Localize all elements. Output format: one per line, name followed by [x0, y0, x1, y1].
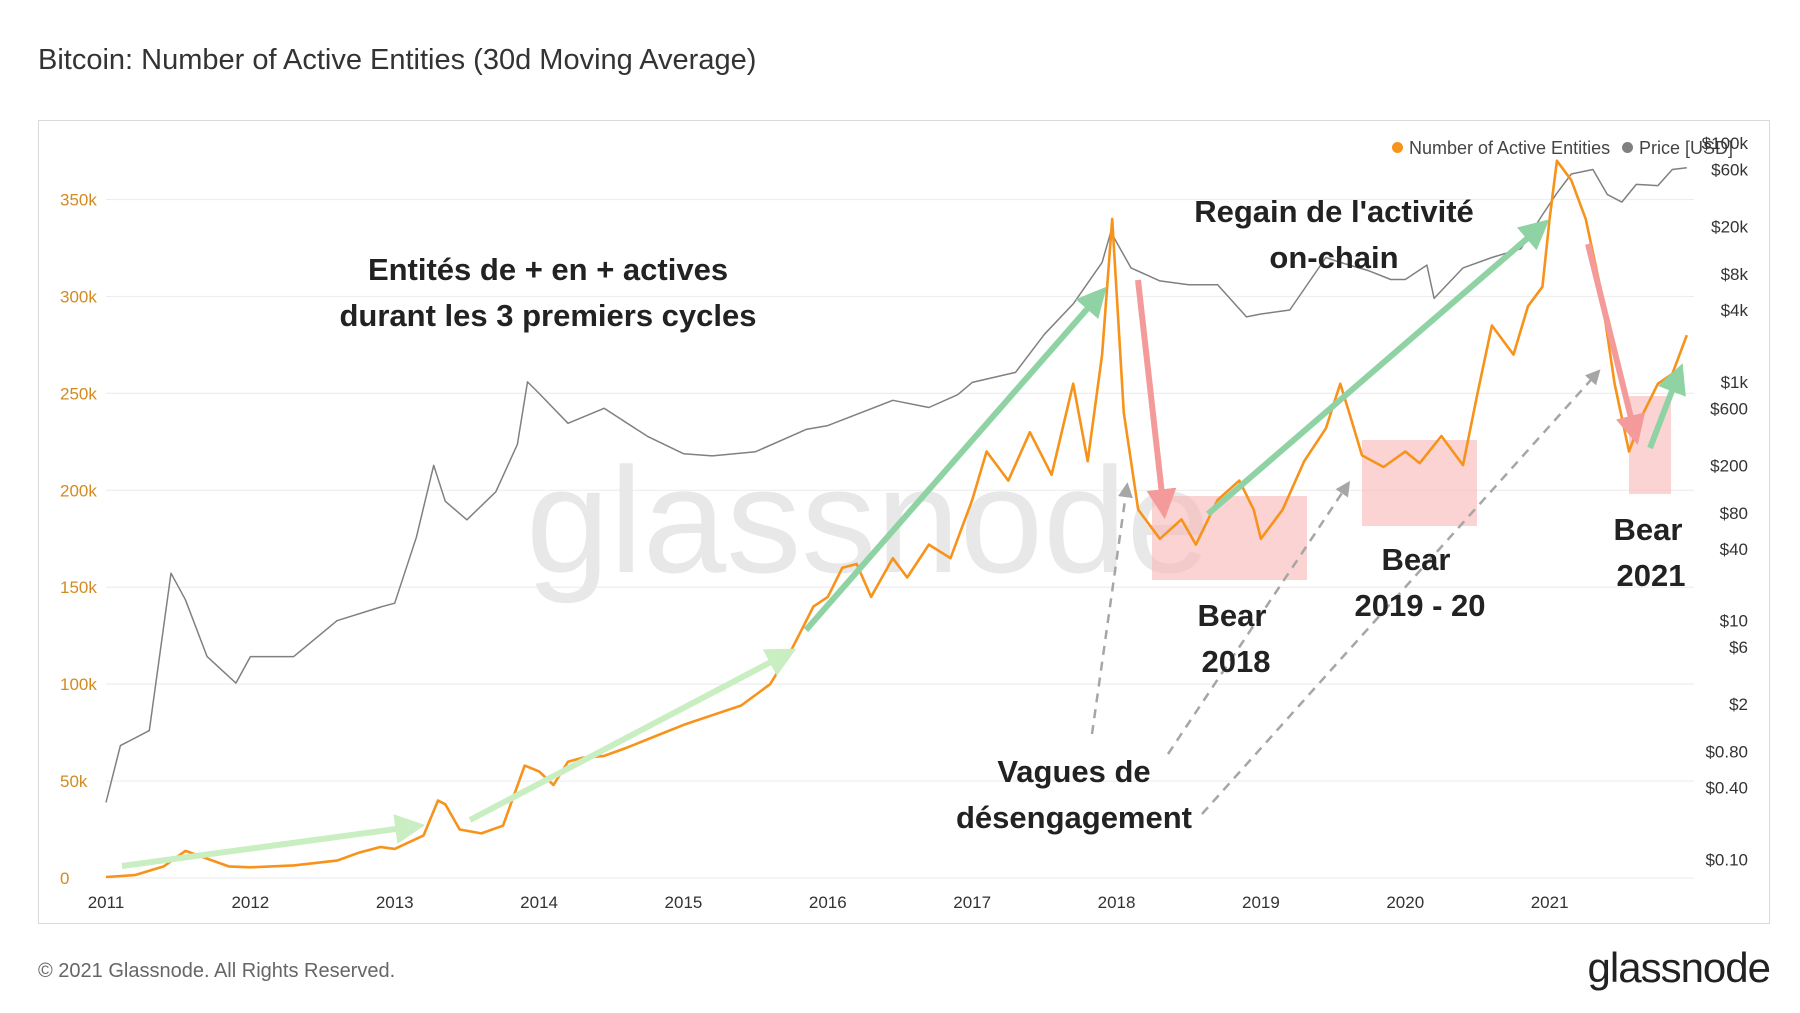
chart-frame: [38, 120, 1770, 924]
glassnode-logo: glassnode: [1587, 944, 1771, 991]
arrow-drop-2018: [1135, 279, 1177, 520]
arrow-drop-2021: [1585, 243, 1646, 445]
right-axis-ticks: $0.10 $0.40 $0.80 $2 $6 $10 $40 $80 $200 $600 $1k $…: [1702, 134, 1749, 869]
x-tick-label: 2012: [231, 893, 269, 912]
entities-series: [105, 159, 1689, 879]
x-tick-label: 2021: [1531, 893, 1569, 912]
cycles-annotation-line-1: Entités de + en + actives: [368, 252, 728, 287]
left-tick-label: 300k: [60, 287, 97, 306]
bear-2019-label-line-1: Bear: [1382, 542, 1451, 577]
regain-annotation-line-2: on-chain: [1269, 240, 1398, 275]
chart-title: Bitcoin: Number of Active Entities (30d …: [38, 44, 757, 76]
left-tick-label: 100k: [60, 675, 97, 694]
right-tick-label: $20k: [1711, 217, 1748, 236]
left-tick-label: 0: [60, 869, 69, 888]
x-tick-label: 2020: [1386, 893, 1424, 912]
x-tick-label: 2017: [953, 893, 991, 912]
x-axis-ticks: 2011 2012 2013 2014 2015 2016 2017 2018 2019 2020…: [88, 893, 1569, 912]
right-tick-label: $2: [1729, 695, 1748, 714]
entities-line: [105, 159, 1689, 879]
x-tick-label: 2018: [1098, 893, 1136, 912]
right-tick-label: $100k: [1702, 134, 1749, 153]
right-tick-label: $1k: [1721, 373, 1749, 392]
legend-entities-label: Number of Active Entities: [1409, 138, 1611, 158]
right-tick-label: $4k: [1721, 301, 1749, 320]
arrow-vague-1: [1090, 482, 1133, 735]
watermark: glassnode: [526, 436, 1210, 604]
left-tick-label: 50k: [60, 772, 88, 791]
right-tick-label: $0.40: [1705, 779, 1748, 798]
x-tick-label: 2016: [809, 893, 847, 912]
right-tick-label: $60k: [1711, 161, 1748, 180]
x-tick-label: 2014: [520, 893, 558, 912]
x-tick-label: 2015: [665, 893, 703, 912]
vagues-annotation-line-1: Vagues de: [997, 754, 1150, 789]
x-tick-label: 2019: [1242, 893, 1280, 912]
bear-2019-label-line-2: 2019 - 20: [1355, 588, 1486, 623]
right-tick-label: $200: [1710, 456, 1748, 475]
arrow-vague-3: [1201, 369, 1601, 815]
legend-entities[interactable]: Number of Active Entities: [1392, 138, 1610, 159]
bear-2019-box: [1362, 440, 1477, 526]
left-tick-label: 150k: [60, 578, 97, 597]
cycles-annotation-line-2: durant les 3 premiers cycles: [339, 298, 756, 333]
bear-2018-label-line-1: Bear: [1198, 598, 1267, 633]
regain-annotation-line-1: Regain de l'activité: [1194, 194, 1474, 229]
bear-2021-label-line-1: Bear: [1614, 512, 1683, 547]
right-tick-label: $6: [1729, 638, 1748, 657]
annotations: Entités de + en + actives durant les 3 p…: [339, 194, 1685, 835]
arrow-cycle-1: [121, 814, 426, 869]
copyright: © 2021 Glassnode. All Rights Reserved.: [38, 960, 396, 982]
arrow-recovery-2021: [1647, 363, 1686, 450]
right-tick-label: $8k: [1721, 265, 1749, 284]
right-tick-label: $40: [1720, 540, 1748, 559]
left-axis-ticks: 0 50k 100k 150k 200k 250k 300k 350k: [60, 191, 97, 888]
arrow-cycle-3: [803, 286, 1107, 632]
bear-2018-label-line-2: 2018: [1202, 644, 1271, 679]
vagues-annotation-line-2: désengagement: [956, 800, 1192, 835]
left-tick-label: 200k: [60, 481, 97, 500]
legend-price-dot: [1622, 142, 1633, 153]
right-tick-label: $0.10: [1705, 851, 1748, 870]
arrow-cycle-2: [468, 648, 797, 823]
legend-entities-dot: [1392, 142, 1403, 153]
left-tick-label: 350k: [60, 191, 97, 210]
legend-price[interactable]: Price [USD]: [1622, 138, 1733, 159]
arrow-vague-2: [1166, 480, 1351, 755]
right-tick-label: $600: [1710, 399, 1748, 418]
x-tick-label: 2011: [88, 893, 125, 912]
left-tick-label: 250k: [60, 384, 97, 403]
legend-price-label: Price [USD]: [1639, 138, 1734, 158]
right-tick-label: $80: [1720, 504, 1748, 523]
arrow-regain: [1206, 219, 1550, 517]
x-tick-label: 2013: [376, 893, 414, 912]
right-tick-label: $0.80: [1705, 743, 1748, 762]
right-tick-label: $10: [1720, 612, 1748, 631]
bear-2021-label-line-2: 2021: [1617, 558, 1686, 593]
annotation-arrows: [121, 219, 1686, 869]
